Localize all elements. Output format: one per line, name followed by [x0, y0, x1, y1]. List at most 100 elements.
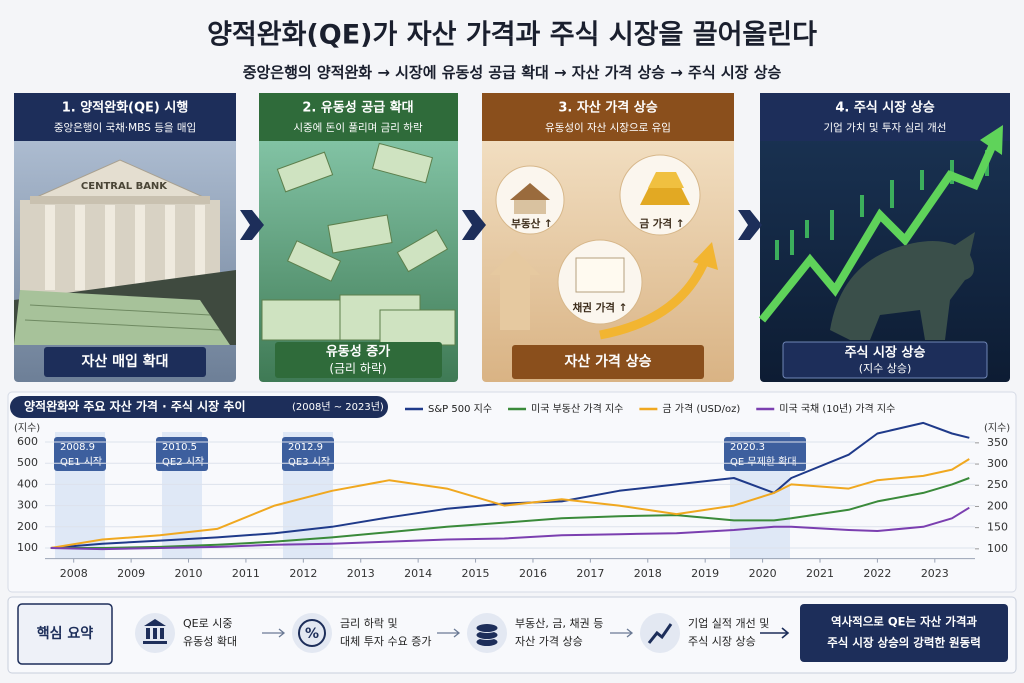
summary-text: 유동성 확대 [183, 635, 237, 648]
chart-title-pill [10, 396, 388, 418]
rise-arrow [599, 258, 710, 340]
summary-text: 주식 시장 상승 [688, 635, 756, 648]
y2-tick-label: 100 [987, 542, 1008, 555]
annotation-date: 2012.9 [288, 442, 323, 453]
asset-tag: 부동산 ↑ [511, 217, 552, 230]
legend-label: 금 가격 (USD/oz) [662, 402, 740, 415]
y-axis-label: (지수) [14, 422, 40, 434]
annotation-date: 2010.5 [162, 442, 197, 453]
bank-sign: CENTRAL BANK [81, 181, 168, 192]
y-tick-label: 300 [17, 499, 38, 512]
annotation-text: QE3 시작 [288, 456, 330, 468]
panel-title: 2. 유동성 공급 확대 [302, 100, 413, 116]
summary-arrow [610, 628, 634, 638]
panel [482, 93, 734, 382]
summary-icon-shape [647, 623, 673, 644]
legend-label: 미국 국채 (10년) 가격 지수 [779, 402, 895, 415]
summary-label-box [17, 603, 113, 665]
chart-section [7, 391, 1017, 593]
summary-icon-text: % [305, 626, 319, 642]
panel-description: 유동성이 자산 시장으로 유입 [545, 121, 671, 134]
summary-icon [640, 613, 680, 653]
summary-text: 대체 투자 수요 증가 [340, 635, 431, 648]
y2-tick-label: 200 [987, 499, 1008, 512]
flow-arrow [240, 210, 264, 240]
house [514, 200, 546, 214]
chart-subtitle: (2008년 ~ 2023년) [292, 401, 384, 413]
series-line [50, 506, 970, 551]
summary-label: 핵심 요약 [37, 625, 94, 642]
summary-icon-shape [143, 619, 167, 644]
panel [259, 93, 458, 382]
subtitle: 중앙은행의 양적완화 → 시장에 유동성 공급 확대 → 자산 가격 상승 → … [243, 64, 782, 82]
legend-label: 미국 부동산 가격 지수 [531, 402, 623, 415]
y2-tick-label: 250 [987, 478, 1008, 491]
annotation-text: QE1 시작 [60, 456, 102, 468]
y-tick-label: 100 [17, 541, 38, 554]
flow-arrow [738, 210, 762, 240]
annotation-date: 2008.9 [60, 442, 95, 453]
panel [758, 93, 1010, 382]
conclusion: 역사적으로 QE는 자산 가격과 [831, 615, 977, 629]
y2-tick-label: 350 [987, 436, 1008, 449]
bank-illustration [14, 159, 236, 345]
panel-caption: 자산 가격 상승 [564, 353, 651, 370]
summary-section [7, 596, 1017, 674]
x-tick-label: 2013 [347, 567, 375, 580]
summary-icon [292, 613, 332, 653]
x-tick-label: 2012 [289, 567, 317, 580]
summary-icon-shape [475, 623, 499, 633]
x-tick-label: 2017 [576, 567, 604, 580]
annotation-box [54, 437, 106, 471]
panel-header [482, 93, 734, 141]
x-tick-label: 2014 [404, 567, 432, 580]
annotation-text: QE2 시작 [162, 456, 204, 468]
panel-caption: 주식 시장 상승 [845, 345, 926, 361]
panel-header [259, 93, 458, 141]
chart: 2008.9 QE1 시작 2010.5 QE2 시작 2012.9 QE3 시작 2020… [17, 402, 1008, 580]
asset-tag: 금 가격 ↑ [639, 217, 684, 230]
summary-arrow [437, 628, 461, 638]
trend-arrow [758, 138, 999, 323]
y2-tick-label: 300 [987, 457, 1008, 470]
rise-arrow-head [693, 242, 718, 270]
y2-axis-label: (지수) [984, 422, 1010, 434]
conclusion-box [800, 604, 1008, 662]
panel-header [760, 93, 1010, 141]
legend-label: S&P 500 지수 [428, 403, 492, 415]
conclusion: 주식 시장 상승의 강력한 원동력 [827, 636, 981, 650]
x-tick-label: 2018 [634, 567, 662, 580]
panel-description: 중앙은행이 국채·MBS 등을 매입 [54, 121, 196, 134]
summary-text: 부동산, 금, 채권 등 [515, 617, 603, 630]
y-tick-label: 400 [17, 477, 38, 490]
panel-title: 4. 주식 시장 상승 [835, 100, 934, 116]
panel-caption: 자산 매입 확대 [81, 353, 168, 370]
panel-caption: 유동성 증가 [326, 345, 390, 360]
house [510, 183, 550, 200]
x-tick-label: 2010 [175, 567, 203, 580]
asset-tag: 채권 가격 ↑ [573, 301, 628, 314]
series-line [50, 458, 970, 549]
x-tick-label: 2022 [863, 567, 891, 580]
series-line [50, 421, 970, 549]
summary-text: 기업 실적 개선 및 [688, 617, 769, 630]
trend-arrow-head [980, 125, 1003, 155]
panel-caption: (지수 상승) [859, 362, 912, 375]
summary-text: 자산 가격 상승 [515, 635, 583, 648]
y-tick-label: 200 [17, 520, 38, 533]
summary-arrow [760, 627, 790, 639]
annotation-box [282, 437, 334, 471]
x-tick-label: 2008 [60, 567, 88, 580]
annotation-text: QE 무제한 확대 [730, 456, 797, 468]
caption-box [512, 345, 704, 379]
x-tick-label: 2011 [232, 567, 260, 580]
summary-arrow [262, 628, 286, 638]
x-tick-label: 2023 [921, 567, 949, 580]
x-tick-label: 2020 [749, 567, 777, 580]
bg-arrow [490, 250, 540, 330]
summary-text: 금리 하락 및 [340, 616, 398, 630]
annotation-box [724, 437, 806, 471]
panel-header [14, 93, 236, 141]
x-tick-label: 2015 [462, 567, 490, 580]
